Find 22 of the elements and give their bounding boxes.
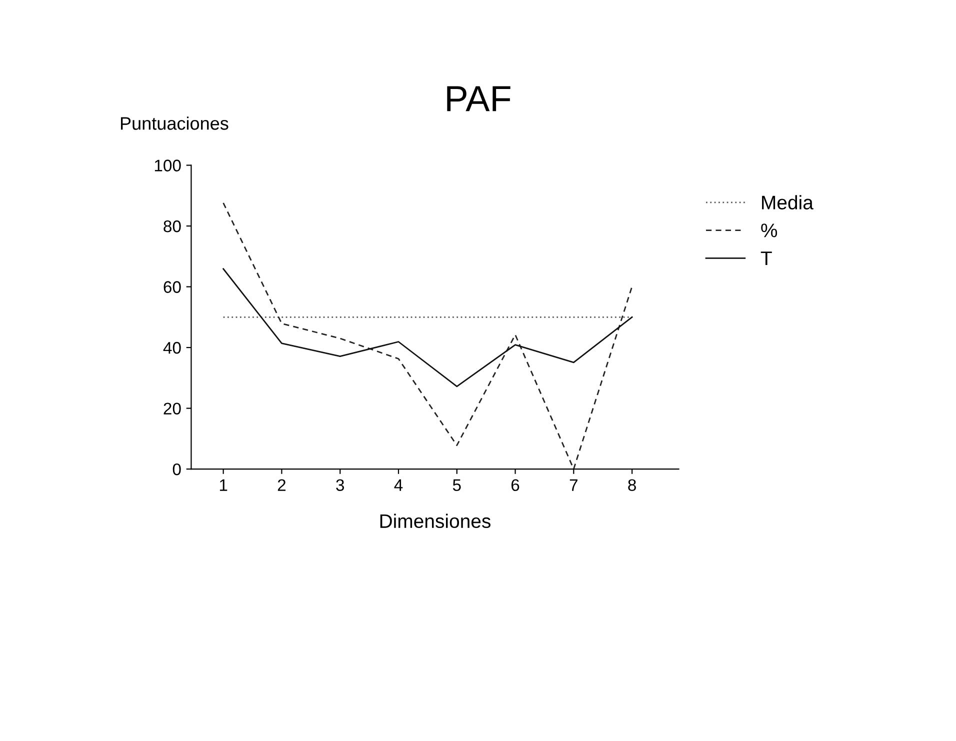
- y-tick-label: 40: [163, 342, 181, 354]
- y-tick-label: 100: [154, 160, 181, 172]
- x-tick-label: 3: [336, 479, 344, 492]
- x-tick-label: 7: [570, 479, 578, 491]
- legend-label: %: [761, 224, 778, 238]
- x-tick-label: 6: [511, 479, 520, 492]
- x-tick-label: 5: [452, 479, 461, 492]
- y-axis-title: Puntuaciones: [120, 116, 228, 130]
- x-tick-label: 4: [394, 479, 403, 491]
- line-series: [222, 268, 633, 388]
- x-tick-label: 1: [220, 479, 228, 491]
- x-axis-title: Dimensiones: [380, 514, 490, 528]
- y-tick-label: 60: [164, 281, 181, 293]
- y-tick-label: 80: [164, 220, 181, 232]
- x-tick-label: 8: [628, 479, 636, 492]
- legend-label: Media: [762, 195, 814, 210]
- legend-label: T: [760, 252, 772, 265]
- line-series: [222, 202, 633, 470]
- x-tick-label: 2: [278, 479, 286, 491]
- y-tick-label: 0: [172, 463, 181, 476]
- y-tick-label: 20: [164, 402, 181, 414]
- chart-title: PAF: [447, 86, 510, 112]
